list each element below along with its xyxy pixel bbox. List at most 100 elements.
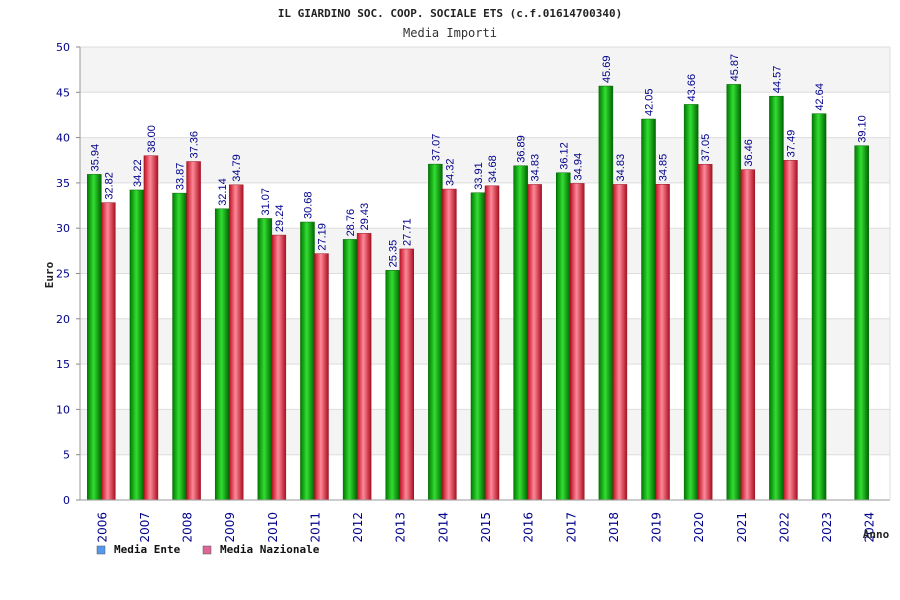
x-tick-label: 2024	[863, 512, 877, 543]
data-label: 34.79	[231, 154, 243, 182]
bar-media-ente	[513, 165, 528, 501]
bar-media-ente	[385, 270, 400, 501]
x-tick-label: 2020	[692, 512, 706, 543]
data-label: 29.43	[359, 203, 371, 231]
bar-media-nazionale	[442, 188, 457, 501]
x-tick-label: 2019	[650, 512, 664, 543]
data-label: 33.91	[473, 162, 485, 190]
data-label: 25.35	[388, 240, 400, 268]
bar-media-ente	[342, 239, 358, 501]
bar-media-nazionale	[740, 169, 756, 501]
y-tick-label: 30	[56, 222, 70, 235]
x-tick-label: 2013	[394, 512, 408, 543]
bar-media-ente	[769, 95, 784, 501]
data-label: 33.87	[175, 163, 187, 191]
chart-subtitle: Media Importi	[403, 26, 497, 40]
legend-label-ente: Media Ente	[114, 543, 181, 556]
bar-media-nazionale	[228, 184, 244, 501]
data-label: 43.66	[686, 74, 698, 102]
bar-media-ente	[598, 85, 614, 501]
bars	[87, 84, 869, 501]
x-tick-label: 2014	[436, 512, 450, 543]
data-label: 34.83	[530, 154, 542, 182]
data-label: 45.87	[729, 54, 741, 82]
axes: 0 5 10 15 20 25 30 35 40 45 50 2006 2007 2008 2009 2010…	[56, 41, 891, 543]
x-tick-label: 2021	[735, 512, 749, 543]
legend-label-nazionale: Media Nazionale	[220, 543, 320, 556]
x-tick-label: 2006	[95, 512, 109, 543]
data-label: 27.19	[316, 223, 328, 251]
y-tick-label: 35	[56, 177, 70, 190]
bar-media-ente	[470, 192, 486, 501]
x-tick-label: 2009	[223, 512, 237, 543]
chart-title: IL GIARDINO SOC. COOP. SOCIALE ETS (c.f.…	[278, 7, 622, 20]
y-tick-label: 10	[56, 403, 70, 416]
bar-media-ente	[683, 104, 699, 501]
bar-media-nazionale	[271, 234, 287, 501]
data-label: 37.36	[189, 131, 201, 159]
plot-band	[80, 137, 890, 183]
bar-media-nazionale	[399, 248, 414, 501]
bar-media-ente	[214, 208, 230, 501]
y-tick-label: 5	[63, 449, 70, 462]
data-label: 34.94	[572, 153, 584, 181]
bar-media-ente	[428, 163, 443, 501]
data-label: 32.82	[103, 172, 115, 200]
bar-media-nazionale	[484, 185, 500, 501]
bar-media-nazionale	[570, 183, 585, 501]
x-tick-label: 2007	[138, 512, 152, 543]
data-label: 36.12	[558, 142, 570, 170]
bar-media-ente	[129, 189, 145, 501]
y-tick-label: 40	[56, 132, 70, 145]
bar-media-ente	[300, 221, 315, 501]
bar-media-ente	[811, 113, 827, 501]
data-label: 37.49	[785, 130, 797, 158]
data-label: 34.32	[444, 159, 456, 187]
data-label: 45.69	[601, 56, 613, 84]
data-label: 36.89	[516, 135, 528, 163]
bar-media-nazionale	[655, 184, 670, 501]
x-tick-label: 2022	[777, 512, 791, 543]
data-label: 27.71	[402, 218, 414, 246]
data-label: 34.68	[487, 155, 499, 183]
y-tick-label: 15	[56, 358, 70, 371]
legend-swatch-ente	[96, 545, 106, 555]
x-tick-label: 2011	[308, 512, 322, 543]
legend-swatch-nazionale	[202, 545, 212, 555]
y-tick-label: 25	[56, 268, 70, 281]
bar-media-ente	[854, 145, 869, 501]
bar-media-ente	[641, 118, 656, 501]
bar-media-ente	[257, 218, 273, 501]
bar-media-nazionale	[612, 184, 628, 501]
data-label: 34.83	[615, 154, 627, 182]
x-tick-label: 2018	[607, 512, 621, 543]
bar-media-ente	[726, 84, 742, 501]
plot-band	[80, 92, 890, 138]
data-label: 28.76	[345, 209, 357, 237]
data-label: 29.24	[274, 205, 286, 233]
data-label: 39.10	[857, 115, 869, 143]
data-label: 37.07	[430, 134, 442, 162]
data-label: 42.64	[814, 83, 826, 111]
y-tick-label: 0	[63, 494, 70, 507]
x-tick-label: 2015	[479, 512, 493, 543]
legend: Media Ente Media Nazionale	[96, 543, 320, 556]
bar-media-nazionale	[143, 155, 159, 501]
data-label: 34.22	[132, 159, 144, 187]
x-tick-label: 2016	[522, 512, 536, 543]
data-label: 31.07	[260, 188, 272, 216]
data-label: 38.00	[146, 125, 158, 153]
bar-media-ente	[172, 192, 187, 501]
bar-media-ente	[87, 174, 102, 501]
x-tick-label: 2023	[820, 512, 834, 543]
plot-band	[80, 47, 890, 93]
bar-media-ente	[556, 172, 571, 501]
data-label: 34.85	[658, 154, 670, 182]
bar-media-nazionale	[783, 160, 798, 501]
data-label: 37.05	[700, 134, 712, 162]
data-label: 32.14	[217, 178, 229, 206]
data-label: 36.46	[743, 139, 755, 167]
bar-media-nazionale	[527, 184, 542, 501]
